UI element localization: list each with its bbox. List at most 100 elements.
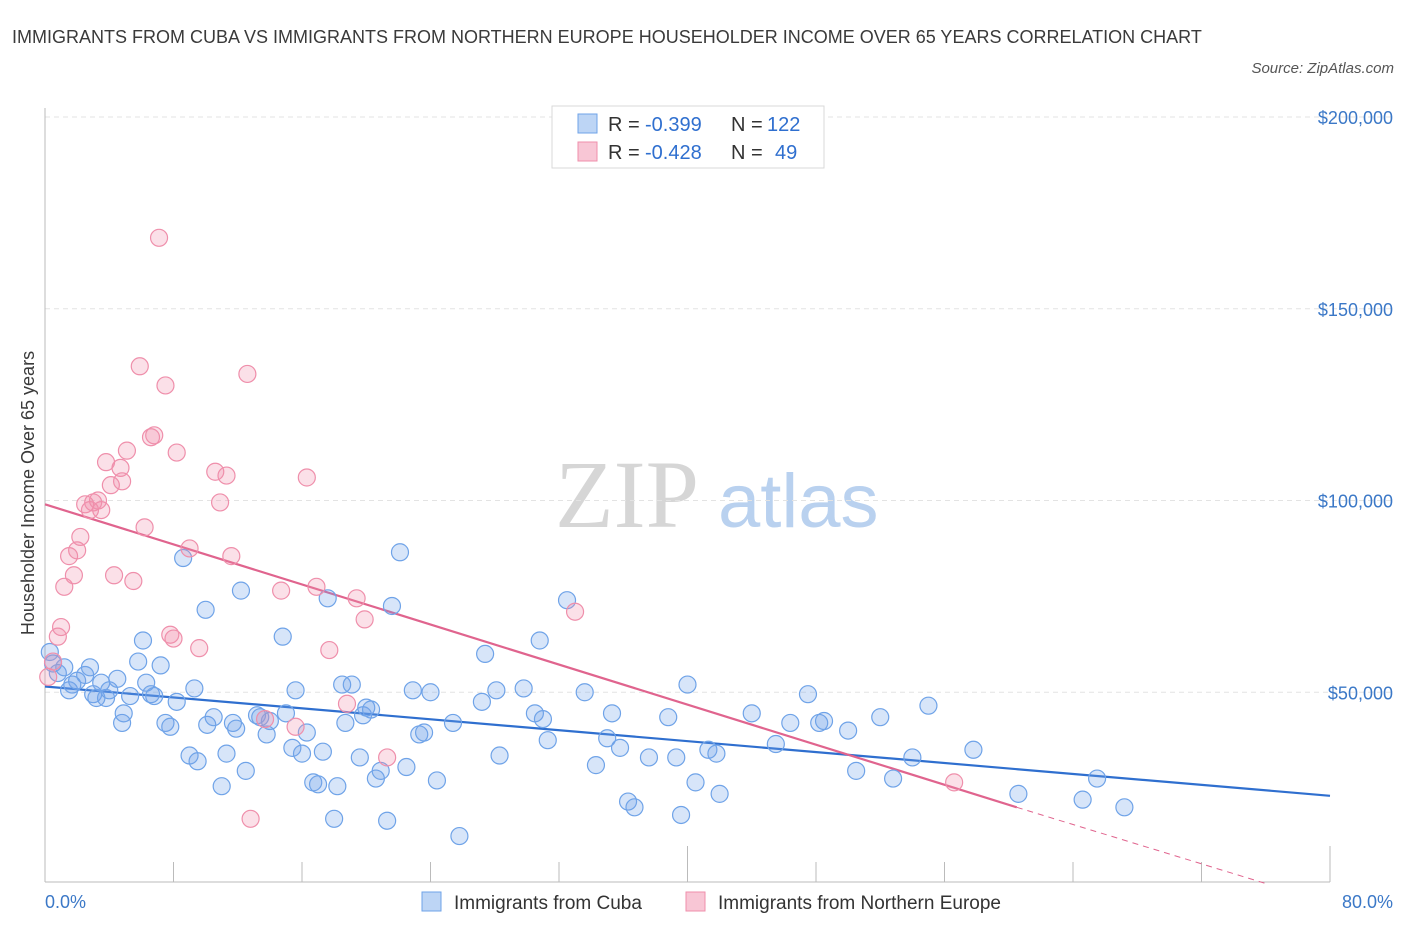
point-cuba xyxy=(487,681,506,700)
legend-r-value-northern-europe: -0.428 xyxy=(645,142,702,164)
point-cuba xyxy=(781,713,800,733)
chart-title: IMMIGRANTS FROM CUBA VS IMMIGRANTS FROM … xyxy=(12,27,1202,47)
point-cuba xyxy=(185,679,204,698)
point-northern-europe xyxy=(71,527,90,547)
watermark-atlas: atlas xyxy=(718,459,879,544)
bottom-legend-label-northern-europe: Immigrants from Northern Europe xyxy=(718,893,1001,914)
point-cuba xyxy=(598,729,617,748)
point-cuba xyxy=(257,725,276,744)
point-cuba xyxy=(382,596,402,616)
point-cuba xyxy=(336,713,355,733)
point-cuba xyxy=(276,704,296,723)
point-northern-europe xyxy=(286,717,305,736)
point-cuba xyxy=(814,711,834,731)
point-cuba xyxy=(403,681,422,700)
point-cuba xyxy=(297,723,316,742)
point-cuba xyxy=(586,756,606,775)
legend-n-label-northern-europe: N = xyxy=(731,142,763,164)
point-northern-europe xyxy=(92,500,111,520)
point-northern-europe xyxy=(117,441,137,460)
tick-labels: $50,000 $100,000 $150,000 $200,000 0.0% 80.0% xyxy=(45,108,1393,912)
y-tick-label: $150,000 xyxy=(1318,300,1393,320)
point-cuba xyxy=(223,713,243,733)
data-points xyxy=(39,228,1134,846)
point-cuba xyxy=(308,775,328,794)
point-cuba xyxy=(639,748,659,767)
legend-n-value-cuba: 122 xyxy=(767,114,800,136)
point-cuba xyxy=(325,809,344,828)
point-cuba xyxy=(443,713,463,733)
point-cuba xyxy=(964,740,983,759)
point-cuba xyxy=(707,744,726,763)
point-cuba xyxy=(602,704,622,723)
watermark-zip: ZIP xyxy=(555,441,699,548)
legend-r-label-northern-europe: R = xyxy=(608,142,640,164)
point-northern-europe xyxy=(337,694,357,713)
trendline-northern-europe xyxy=(44,503,1018,809)
legend-swatch-cuba xyxy=(577,113,598,134)
y-axis-label: Householder Income Over 65 years xyxy=(18,351,38,635)
point-northern-europe xyxy=(307,577,326,596)
legend-swatch-northern-europe xyxy=(577,141,598,162)
point-northern-europe xyxy=(43,652,63,671)
point-northern-europe xyxy=(64,566,84,585)
point-northern-europe xyxy=(272,581,291,600)
point-cuba xyxy=(667,748,686,767)
bottom-legend-label-cuba: Immigrants from Cuba xyxy=(454,893,642,914)
point-northern-europe xyxy=(945,773,964,792)
point-cuba xyxy=(313,742,332,761)
point-cuba xyxy=(121,686,140,706)
point-cuba xyxy=(538,731,557,750)
point-northern-europe xyxy=(167,443,186,462)
point-cuba xyxy=(1073,790,1092,809)
point-northern-europe xyxy=(378,748,397,767)
point-northern-europe xyxy=(149,228,169,247)
point-cuba xyxy=(174,548,193,568)
point-northern-europe xyxy=(124,571,143,591)
point-cuba xyxy=(710,784,729,803)
point-cuba xyxy=(133,631,153,650)
point-cuba xyxy=(40,642,59,662)
point-cuba xyxy=(188,752,207,771)
point-cuba xyxy=(530,631,549,650)
point-cuba xyxy=(129,652,148,671)
point-northern-europe xyxy=(190,639,209,658)
point-cuba xyxy=(55,658,74,677)
axes xyxy=(44,108,1331,883)
point-northern-europe xyxy=(111,458,130,478)
point-northern-europe xyxy=(255,709,275,729)
point-cuba xyxy=(151,656,170,675)
point-northern-europe xyxy=(241,809,260,828)
point-cuba xyxy=(798,685,818,704)
point-cuba xyxy=(766,734,785,754)
point-cuba xyxy=(919,696,938,715)
point-cuba xyxy=(625,798,644,817)
bottom-legend-swatch-northern-europe xyxy=(685,891,706,912)
point-cuba xyxy=(397,757,416,777)
source-label: Source: ZipAtlas.com xyxy=(1251,60,1394,77)
point-cuba xyxy=(80,658,100,677)
point-cuba xyxy=(610,738,630,757)
point-cuba xyxy=(108,669,127,688)
y-tick-label: $50,000 xyxy=(1328,683,1393,703)
point-northern-europe xyxy=(164,629,183,648)
point-cuba xyxy=(742,704,761,723)
legend-box: R = -0.399 N = 122 R = -0.428 N = 49 xyxy=(551,105,825,169)
point-northern-europe xyxy=(68,541,87,560)
point-northern-europe xyxy=(180,539,199,558)
point-cuba xyxy=(361,700,381,719)
point-cuba xyxy=(137,673,156,692)
point-northern-europe xyxy=(565,602,585,621)
point-northern-europe xyxy=(297,468,316,487)
point-cuba xyxy=(883,769,903,788)
point-cuba xyxy=(421,683,440,702)
point-northern-europe xyxy=(48,627,67,646)
point-cuba xyxy=(671,805,691,825)
point-cuba xyxy=(514,679,533,698)
y-tick-label: $100,000 xyxy=(1318,492,1393,512)
point-cuba xyxy=(427,771,447,790)
point-northern-europe xyxy=(206,462,225,481)
point-northern-europe xyxy=(101,476,120,495)
legend-r-value-cuba: -0.399 xyxy=(645,114,702,136)
legend-n-value-northern-europe: 49 xyxy=(775,142,797,164)
